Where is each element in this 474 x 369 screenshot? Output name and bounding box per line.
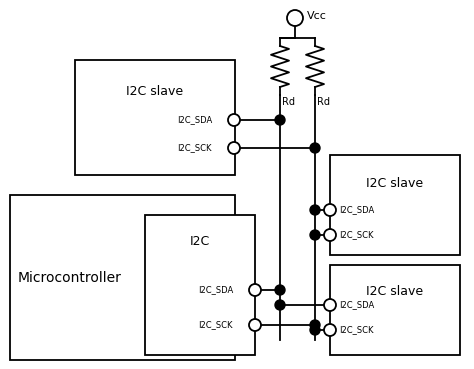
Text: I2C slave: I2C slave: [366, 177, 424, 190]
Bar: [145, 215, 255, 355]
Text: Microcontroller: Microcontroller: [18, 271, 122, 285]
Circle shape: [310, 325, 320, 335]
Circle shape: [275, 115, 285, 125]
Text: I2C_SDA: I2C_SDA: [177, 115, 212, 124]
Bar: [75, 60, 235, 175]
Bar: [10, 195, 235, 360]
Circle shape: [310, 143, 320, 153]
Text: I2C_SCK: I2C_SCK: [339, 231, 374, 239]
Circle shape: [275, 300, 285, 310]
Text: I2C slave: I2C slave: [366, 285, 424, 298]
Circle shape: [324, 204, 336, 216]
Circle shape: [275, 285, 285, 295]
Circle shape: [310, 205, 320, 215]
Text: Vcc: Vcc: [307, 11, 327, 21]
Bar: [330, 155, 460, 255]
Text: I2C_SCK: I2C_SCK: [177, 144, 212, 152]
Circle shape: [324, 229, 336, 241]
Text: I2C_SDA: I2C_SDA: [339, 300, 374, 310]
Text: I2C_SDA: I2C_SDA: [339, 206, 374, 214]
Text: I2C: I2C: [190, 235, 210, 248]
Text: I2C_SCK: I2C_SCK: [199, 321, 233, 330]
Text: I2C_SDA: I2C_SDA: [198, 286, 233, 294]
Text: Rd: Rd: [317, 97, 330, 107]
Circle shape: [324, 324, 336, 336]
Circle shape: [310, 230, 320, 240]
Circle shape: [249, 319, 261, 331]
Circle shape: [249, 284, 261, 296]
Circle shape: [228, 114, 240, 126]
Circle shape: [228, 142, 240, 154]
Circle shape: [324, 299, 336, 311]
Text: I2C slave: I2C slave: [127, 85, 183, 98]
Text: I2C_SCK: I2C_SCK: [339, 325, 374, 335]
Bar: [330, 265, 460, 355]
Circle shape: [287, 10, 303, 26]
Text: Rd: Rd: [282, 97, 295, 107]
Circle shape: [310, 320, 320, 330]
